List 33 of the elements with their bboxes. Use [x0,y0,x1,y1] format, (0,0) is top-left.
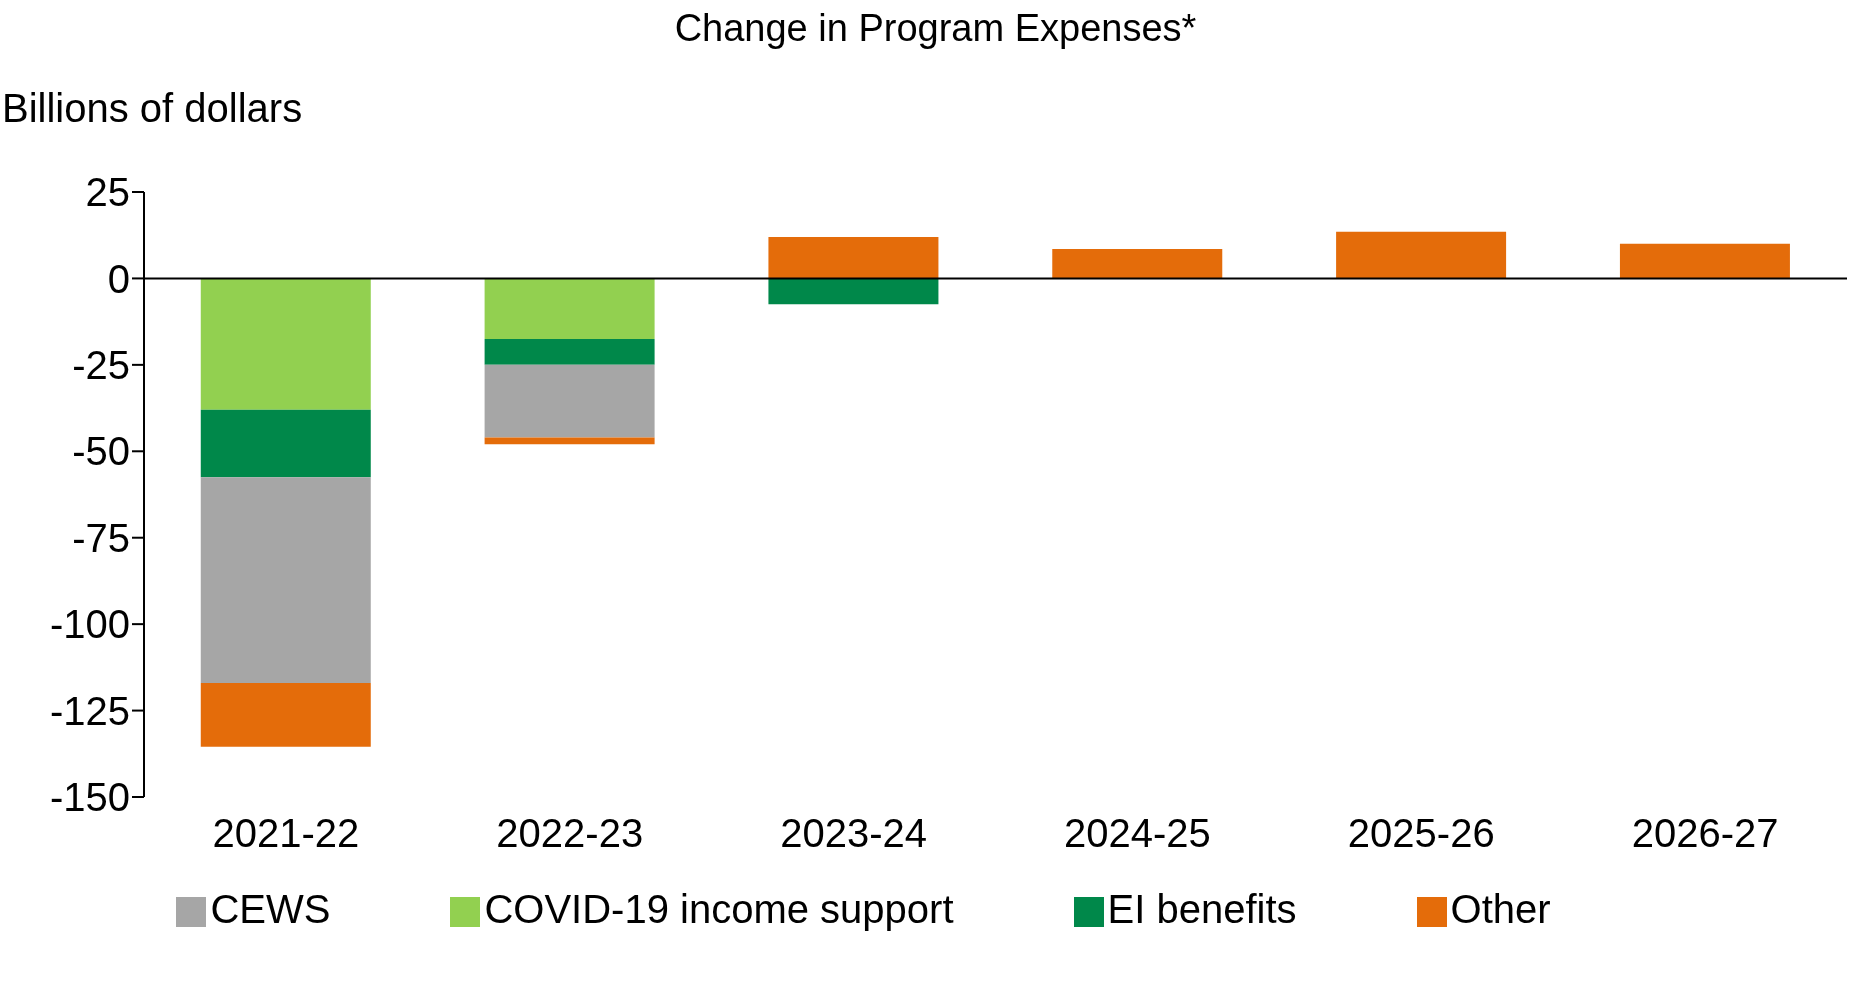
x-tick-label: 2023-24 [780,811,927,856]
y-tick-label: -25 [72,343,130,388]
bar [200,409,371,478]
legend-label: EI benefits [1107,887,1297,931]
x-tick-label: 2025-26 [1347,811,1495,856]
bar [1619,243,1790,279]
x-tick-label: 2026-27 [1631,811,1779,856]
y-tick-label: -100 [49,602,130,647]
legend-label: CEWS [210,887,331,931]
bar [1052,249,1223,279]
bar [768,236,939,279]
bar [200,477,371,683]
chart-title: Change in Program Expenses* [673,6,1198,51]
y-tick-label: 0 [107,256,130,301]
bar [1336,231,1507,279]
bar [484,278,655,339]
bar [200,682,371,747]
y-tick-label: -50 [72,429,130,474]
x-tick-label: 2024-25 [1064,811,1211,856]
x-tick-label: 2022-23 [496,811,644,856]
y-tick-label: -150 [49,775,130,820]
legend-label: Other [1450,887,1551,931]
legend-label: COVID-19 income support [484,887,954,931]
y-tick-label: -125 [49,688,130,733]
bar [768,278,939,305]
y-tick-label: 25 [85,170,130,215]
y-tick-label: -75 [72,515,130,560]
bar [484,338,655,365]
bar [200,278,371,410]
y-axis-title: Billions of dollars [2,85,303,132]
x-tick-label: 2021-22 [212,811,360,856]
bar [484,437,655,445]
bar [484,364,655,438]
